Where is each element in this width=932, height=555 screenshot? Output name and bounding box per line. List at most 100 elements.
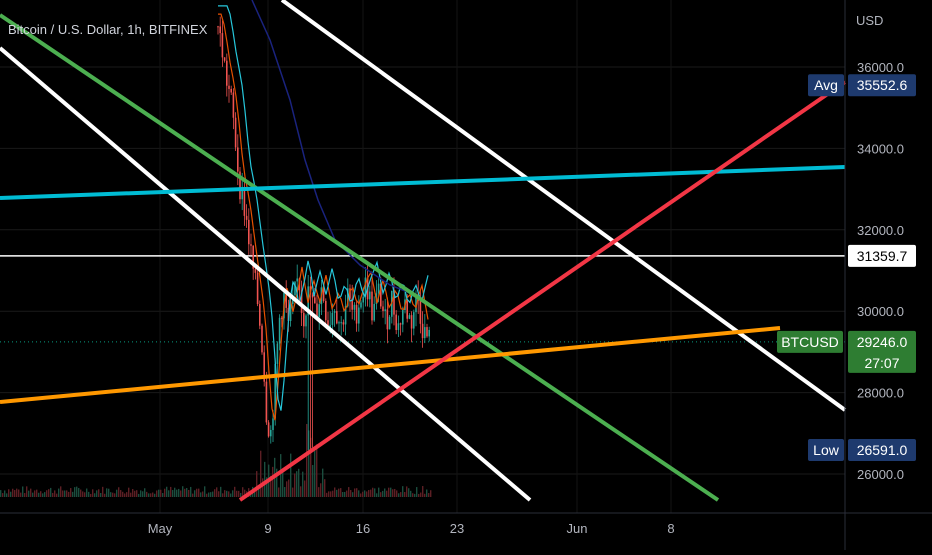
candle-body [281,317,283,319]
volume-bar [218,491,220,497]
low-label-box [808,438,844,461]
grid [0,0,845,513]
volume-bar [414,493,416,497]
volume-bar [206,493,208,497]
orange-line[interactable] [0,326,781,404]
volume-bar [376,493,378,497]
volume-bar [286,481,288,497]
candle-body [325,300,327,321]
candle-body [234,117,237,148]
volume-bar [174,487,176,497]
volume-bar [408,488,410,497]
volume-bar [24,493,26,497]
volume-bar [204,486,206,497]
volume-bar [300,486,302,497]
volume-bar [390,487,392,497]
volume-bar [272,466,274,497]
red-line[interactable] [238,80,847,502]
candle-body [289,304,292,322]
volume-bar [88,491,90,497]
volume-bar [428,493,430,497]
candle-body [217,26,219,28]
volume-bar [102,486,104,497]
volume-bar [238,490,240,497]
volume-bar [20,492,22,497]
trend-lines[interactable] [0,0,847,502]
volume-bar [326,492,328,497]
candle-body [362,296,364,303]
symbol-label-box [777,330,843,353]
white-channel-lower[interactable] [0,46,532,502]
volume-bar [98,489,100,497]
volume-bar [370,489,372,497]
time-axis[interactable]: May 9 16 23 Jun 8 [0,512,932,536]
volume-bar [402,486,404,497]
x-tick-label: 16 [356,521,370,536]
volume-bars [0,423,432,497]
currency-label: USD [856,13,884,28]
volume-bar [380,492,382,497]
ma-navy [251,0,416,296]
volume-bar [10,491,12,497]
candle-body [276,343,279,364]
volume-bar [280,454,282,497]
volume-bar [190,486,192,497]
candle-body [237,147,239,172]
volume-bar [54,490,56,497]
candle-body [402,310,404,325]
volume-bar [186,487,188,497]
price-axis[interactable]: 36000.0 34000.0 32000.0 30000.0 28000.0 26000… [844,0,904,550]
volume-bar [422,486,424,497]
volume-bar [180,490,182,497]
countdown-text: 27:07 [864,355,899,371]
candle-body [274,363,276,419]
candle-body [351,298,353,310]
volume-bar [82,491,84,497]
volume-bar [184,488,186,497]
y-tick-label: 34000.0 [857,141,904,156]
volume-bar [50,487,52,497]
white-channel-upper[interactable] [280,0,847,412]
volume-bar [412,493,414,497]
volume-bar [228,491,230,497]
candle-body [239,171,241,200]
volume-bar [292,487,294,497]
candle-body [316,303,318,318]
green-trendline[interactable] [0,13,720,502]
candle-body [241,186,243,200]
candle-body [371,291,373,321]
volume-bar [148,493,150,497]
chart-title: Bitcoin / U.S. Dollar, 1h, BITFINEX [8,22,208,37]
volume-bar [196,488,198,497]
volume-bar [142,491,144,497]
candle-body [377,283,380,294]
candle-body [272,418,274,430]
volume-bar [86,488,88,497]
volume-bar [260,450,262,497]
volume-bar [100,492,102,497]
candle-body [305,315,307,327]
volume-bar [372,487,374,497]
last-price-box [848,330,916,373]
volume-bar [166,486,168,497]
cyan-line[interactable] [0,165,846,200]
volume-bar [264,461,266,497]
volume-bar [214,489,216,497]
volume-bar [162,493,164,497]
candle-body [329,324,331,329]
candle-body [384,309,386,312]
volume-bar [70,488,72,497]
volume-bar [64,490,66,497]
candle-body [219,26,221,34]
volume-bar [420,492,422,497]
volume-bar [56,493,58,497]
volume-bar [40,491,42,497]
volume-bar [8,489,10,497]
volume-bar [392,489,394,497]
y-tick-label: 36000.0 [857,60,904,75]
volume-bar [424,493,426,497]
candle-body [415,294,417,313]
volume-bar [278,487,280,497]
